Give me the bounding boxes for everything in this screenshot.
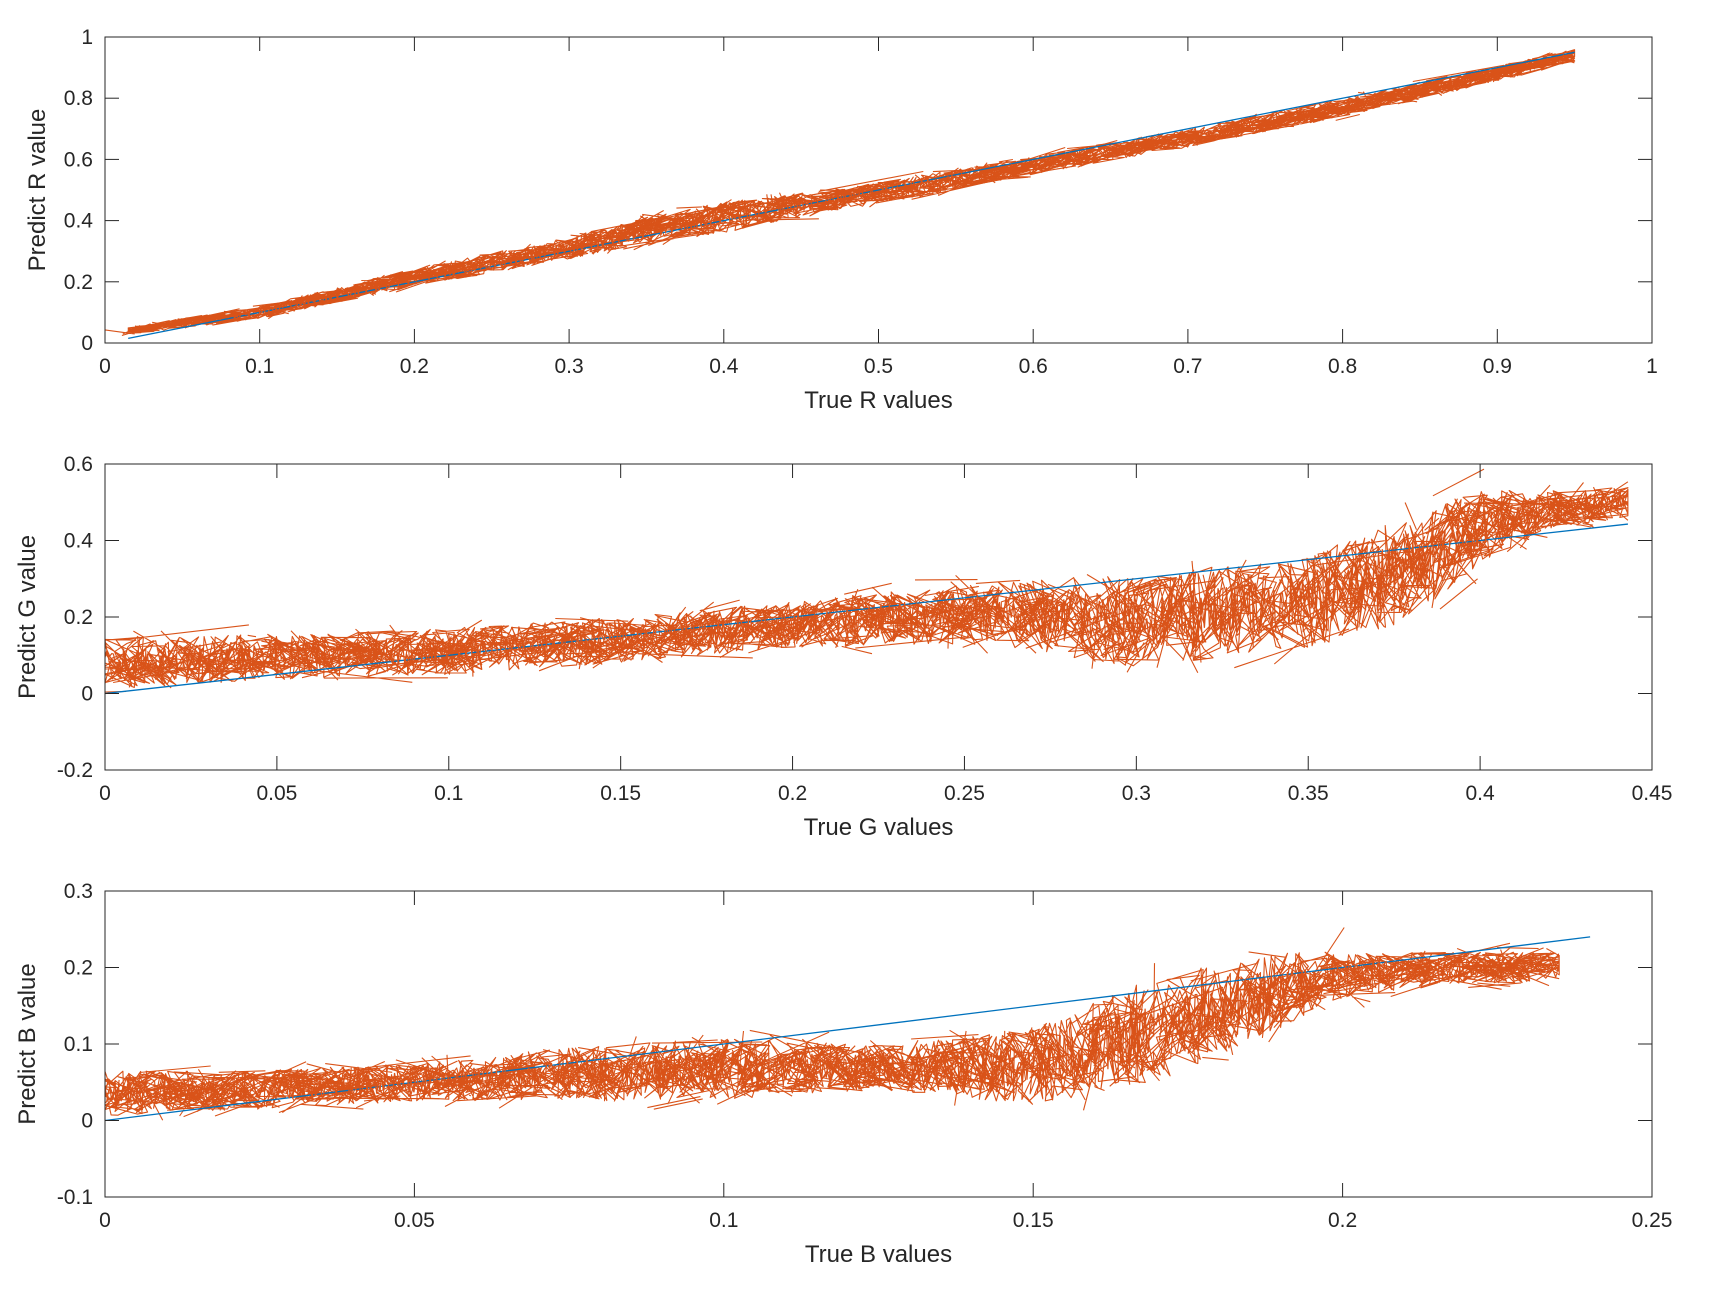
subplots: 0 0.1 0.2 0.3 0.4 0.5 0.6 0.7 0.8 0.9 100.20.40.60… [14, 26, 1672, 1268]
series-predicted-core [105, 494, 1629, 677]
y-axis-label: Predict R value [24, 109, 51, 272]
x-axis-label: True B values [805, 1241, 952, 1268]
x-tick-label: 0.9 [1483, 355, 1512, 378]
x-tick-label: 0.4 [1466, 782, 1496, 805]
y-tick-label: 0.1 [64, 1033, 93, 1056]
x-axis-label: True G values [804, 814, 954, 841]
y-tick-label: -0.2 [57, 759, 93, 782]
y-tick-label: 0.8 [64, 87, 93, 110]
x-tick-label: 0.7 [1173, 355, 1202, 378]
x-tick-label: 0.45 [1632, 782, 1673, 805]
x-axis-label: True R values [804, 387, 953, 414]
x-tick-label: 0 [99, 782, 111, 805]
x-tick-label: 0.8 [1328, 355, 1357, 378]
x-tick-label: 1 [1646, 355, 1658, 378]
y-tick-label: 1 [81, 26, 93, 49]
x-tick-label: 0.4 [709, 355, 739, 378]
x-tick-label: 0.05 [256, 782, 297, 805]
x-tick-label: 0.2 [1328, 1209, 1357, 1232]
y-tick-label: -0.1 [57, 1186, 93, 1209]
plot-area [105, 927, 1591, 1122]
plot-area [105, 468, 1629, 695]
y-axis-label: Predict B value [14, 963, 41, 1124]
x-tick-label: 0.35 [1288, 782, 1329, 805]
y-tick-label: 0.2 [64, 271, 93, 294]
x-tick-label: 0.3 [1122, 782, 1151, 805]
series-predicted-line [105, 487, 1629, 689]
x-tick-label: 0.05 [394, 1209, 435, 1232]
x-tick-label: 0.3 [554, 355, 583, 378]
series-predicted-core [105, 958, 1560, 1105]
y-tick-label: 0 [81, 332, 93, 355]
x-tick-label: 0.5 [864, 355, 893, 378]
x-tick-label: 0.1 [709, 1209, 738, 1232]
series-ideal-line [105, 523, 1629, 695]
y-axis-label: Predict G value [14, 535, 41, 699]
subplot-3: 0 0.05 0.1 0.15 0.2 0.25 -0.1 0 0.1 0.2 0.3 True B … [14, 880, 1672, 1268]
x-tick-label: 0.1 [434, 782, 463, 805]
y-tick-label: 0 [81, 683, 93, 706]
x-tick-label: 0.2 [400, 355, 429, 378]
y-tick-label: 0 [81, 1110, 93, 1133]
y-tick-label: 0.6 [64, 148, 93, 171]
y-tick-label: 0.2 [64, 606, 93, 629]
axes-box [104, 890, 1653, 1198]
x-tick-label: 0 [99, 1209, 111, 1232]
series-ideal-line [105, 936, 1591, 1122]
x-tick-label: 0.25 [1632, 1209, 1673, 1232]
x-tick-label: 0 [99, 355, 111, 378]
subplot-1: 0 0.1 0.2 0.3 0.4 0.5 0.6 0.7 0.8 0.9 1 0 0.2 0.4 0.6 0… [24, 26, 1658, 414]
y-tick-label: 0.3 [64, 880, 93, 903]
y-tick-label: 0.2 [64, 957, 93, 980]
y-tick-label: 0.4 [64, 530, 94, 553]
series-predicted-core [127, 53, 1576, 333]
y-tick-label: 0.6 [64, 453, 93, 476]
x-tick-label: 0.2 [778, 782, 807, 805]
plot-area [105, 49, 1576, 340]
x-tick-label: 0.15 [600, 782, 641, 805]
y-tick-label: 0.4 [64, 210, 94, 233]
x-tick-label: 0.6 [1019, 355, 1048, 378]
x-tick-label: 0.15 [1013, 1209, 1054, 1232]
x-tick-label: 0.25 [944, 782, 985, 805]
subplot-2: 0 0.05 0.1 0.15 0.2 0.25 0.3 0.35 0.4 0.45 -0.2 0 0.… [14, 453, 1672, 841]
x-tick-label: 0.1 [245, 355, 274, 378]
